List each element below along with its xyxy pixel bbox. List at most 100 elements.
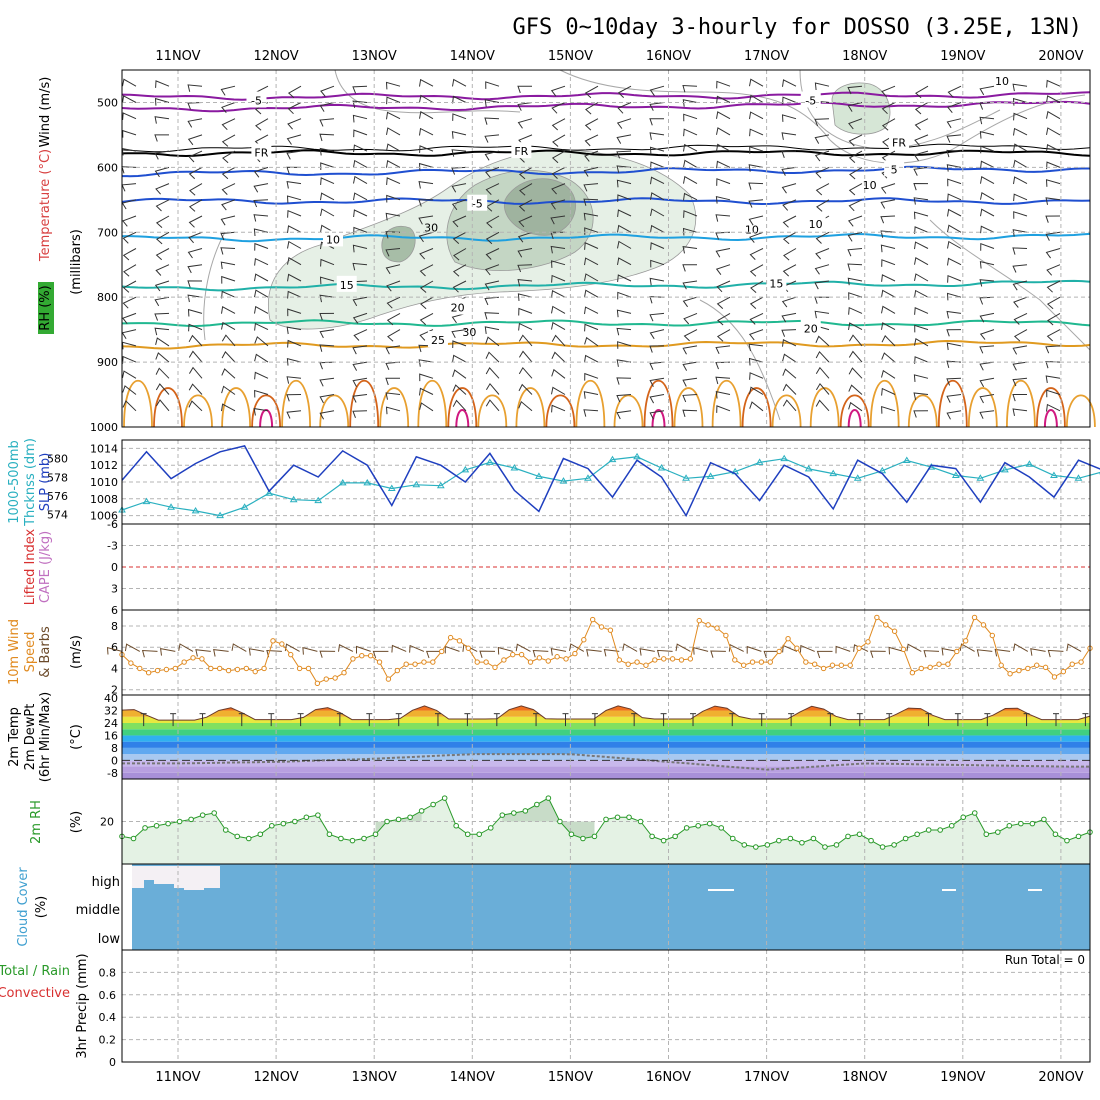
wind-speed-marker	[412, 661, 418, 667]
upper-wind-barb	[682, 99, 698, 107]
rh-marker	[1064, 837, 1070, 844]
upper-wind-barb	[847, 85, 863, 95]
date-label-top: 11NOV	[155, 49, 200, 64]
upper-wind-barb	[484, 312, 500, 320]
upper-wind-barb	[749, 386, 764, 395]
surface-wind-barb	[835, 645, 851, 654]
surface-wind-barb	[338, 644, 354, 652]
pressure-tick-label: 600	[97, 161, 118, 174]
rh-marker	[845, 833, 851, 840]
upper-wind-barb	[254, 371, 269, 380]
upper-wind-barb	[188, 231, 203, 244]
cloud-level-label: middle	[76, 903, 120, 918]
upper-wind-barb	[287, 102, 302, 115]
upper-wind-barb	[715, 361, 731, 370]
boundary-layer-contour	[575, 380, 606, 428]
upper-wind-barb	[716, 405, 731, 413]
rh-marker	[614, 814, 621, 821]
rh-marker	[787, 835, 794, 842]
upper-wind-barb	[683, 159, 698, 168]
upper-wind-barb	[122, 78, 137, 87]
upper-wind-barb	[188, 199, 203, 212]
rh-marker	[222, 827, 229, 833]
wind-speed-marker	[883, 622, 889, 628]
wind-speed-marker	[891, 628, 898, 634]
upper-wind-barb	[519, 183, 533, 196]
upper-wind-barb	[979, 361, 995, 371]
upper-wind-barb	[320, 258, 335, 267]
surface-wind-barb	[515, 643, 531, 652]
thickness-tick-label: 578	[47, 471, 68, 484]
cloud-clear-gap	[154, 866, 174, 884]
wind-tick-label: 8	[111, 620, 118, 633]
upper-wind-barb	[286, 410, 302, 419]
upper-wind-barb	[122, 129, 137, 138]
upper-wind-barb	[220, 247, 236, 255]
rh-marker	[511, 810, 517, 816]
wind-speed-marker	[918, 665, 924, 672]
thickness-marker	[363, 478, 372, 486]
upper-wind-barb	[649, 132, 665, 140]
surface-wind-barb	[569, 643, 585, 652]
isotherm-label-bg	[447, 298, 468, 315]
thickness-marker	[338, 478, 347, 486]
upper-wind-barb	[418, 162, 434, 171]
upper-wind-barb	[814, 264, 830, 275]
upper-wind-barb	[419, 387, 434, 396]
rh-tick-label: 20	[100, 816, 114, 829]
boundary-layer-contour	[477, 394, 508, 428]
slp-axis-label: SLP (mb)	[38, 453, 53, 512]
surface-wind-barb	[425, 650, 442, 659]
upper-wind-barb	[386, 96, 401, 105]
upper-wind-barb	[914, 102, 929, 115]
thickness-marker	[976, 474, 985, 481]
upper-wind-barb	[1046, 161, 1061, 170]
upper-wind-barb	[155, 199, 170, 212]
upper-wind-barb	[979, 116, 995, 125]
upper-wind-barb	[946, 292, 962, 301]
upper-wind-barb	[386, 177, 401, 185]
upper-wind-barb	[816, 199, 830, 212]
isotherm-label-bg	[511, 142, 532, 159]
rh-marker	[338, 835, 344, 842]
slp-tick-label: 1010	[90, 476, 118, 489]
wind-speed-marker	[190, 655, 196, 661]
upper-wind-barb	[1046, 127, 1061, 136]
upper-wind-barb	[155, 248, 170, 261]
upper-wind-barb	[616, 327, 632, 336]
upper-wind-barb	[915, 85, 929, 99]
upper-wind-barb	[319, 276, 335, 285]
upper-wind-barb	[287, 240, 302, 249]
upper-wind-barb	[1012, 345, 1028, 355]
thickness-marker	[706, 472, 715, 479]
upper-wind-barb	[551, 404, 566, 413]
date-label-bottom: 13NOV	[352, 1070, 397, 1085]
wind-speed-marker	[137, 665, 143, 672]
upper-wind-barb	[286, 150, 302, 160]
upper-wind-barb	[649, 377, 665, 387]
cloud-clear-gap	[184, 866, 204, 890]
upper-wind-barb	[715, 264, 731, 275]
date-label-top: 20NOV	[1038, 49, 1083, 64]
upper-wind-barb	[782, 96, 797, 105]
date-label-top: 14NOV	[450, 49, 495, 64]
upper-wind-barb	[617, 291, 632, 300]
boundary-layer-contour	[1043, 408, 1058, 428]
upper-wind-barb	[551, 102, 566, 114]
upper-wind-barb	[353, 329, 368, 341]
upper-wind-barb	[319, 133, 335, 142]
upper-wind-barb	[1012, 229, 1028, 237]
upper-wind-barb	[748, 164, 764, 172]
upper-wind-barb	[517, 231, 533, 243]
upper-wind-barb	[418, 359, 434, 367]
boundary-layer-contour	[153, 387, 183, 428]
wind-speed-marker	[572, 650, 578, 657]
thickness-marker	[755, 458, 764, 465]
upper-wind-barb	[980, 208, 995, 217]
rh-marker	[372, 831, 379, 838]
upper-wind-barb	[914, 134, 929, 146]
upper-wind-barb	[287, 209, 302, 218]
upper-wind-barb	[550, 245, 566, 254]
upper-wind-barb	[319, 294, 335, 303]
surface-wind-barb	[656, 649, 673, 658]
